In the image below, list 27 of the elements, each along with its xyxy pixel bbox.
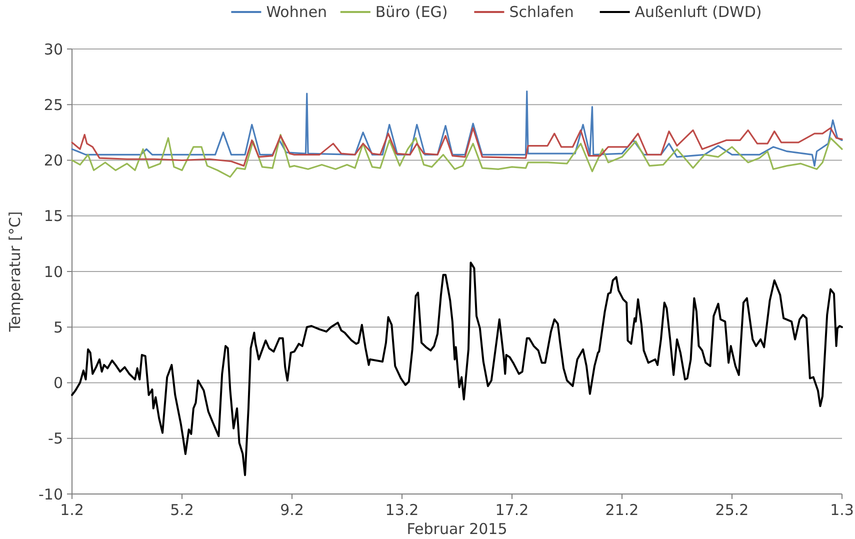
- legend-label: Wohnen: [266, 3, 328, 21]
- legend-label: Schlafen: [509, 3, 574, 21]
- y-tick-label: -10: [38, 485, 63, 504]
- line-series: [71, 127, 843, 167]
- y-tick-label: 5: [53, 318, 63, 336]
- y-tick-label: 15: [44, 207, 63, 226]
- x-tick-label: 9.2: [280, 501, 304, 519]
- x-axis-title: Februar 2015: [406, 520, 508, 538]
- y-tick-label: 20: [44, 152, 63, 170]
- x-tick-label: 17.2: [495, 501, 529, 519]
- x-tick-label: 1.2: [60, 501, 84, 519]
- legend-label: Büro (EG): [375, 3, 448, 21]
- y-tick-label: 30: [44, 40, 63, 58]
- y-tick-label: 0: [53, 374, 63, 392]
- y-axis-title: Temperatur [°C]: [6, 211, 24, 333]
- y-tick-label: -5: [48, 430, 63, 448]
- x-tick-label: 25.2: [715, 501, 749, 519]
- x-tick-label: 21.2: [605, 501, 639, 519]
- line-series: [71, 262, 843, 476]
- legend-label: Außenluft (DWD): [634, 3, 762, 21]
- line-series: [71, 134, 843, 178]
- line-series: [71, 90, 843, 167]
- x-tick-label: 1.3: [830, 501, 854, 519]
- y-tick-label: 10: [44, 262, 63, 281]
- x-tick-label: 13.2: [385, 501, 419, 519]
- y-tick-label: 25: [44, 96, 63, 114]
- x-tick-label: 5.2: [170, 501, 194, 519]
